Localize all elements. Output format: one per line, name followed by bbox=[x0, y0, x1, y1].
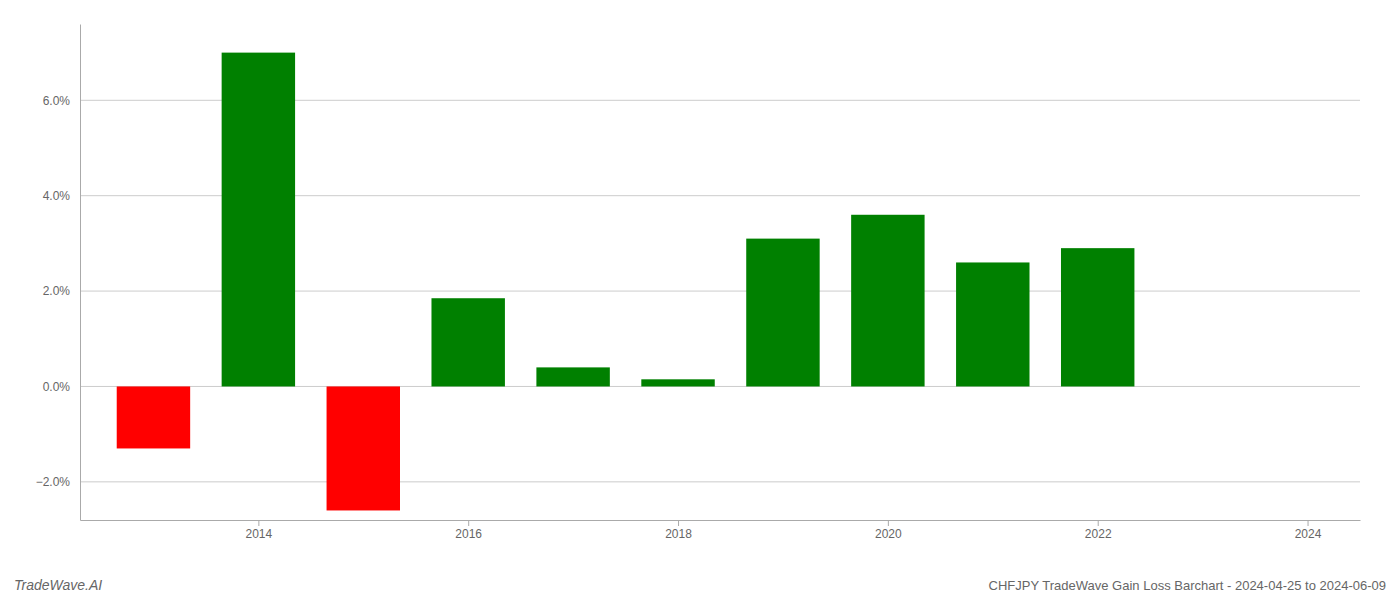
x-tick-label: 2016 bbox=[455, 527, 482, 541]
x-axis-line bbox=[81, 520, 1361, 521]
y-tick: −2.0% bbox=[36, 475, 80, 489]
bar bbox=[536, 367, 609, 386]
x-tick-mark bbox=[468, 520, 469, 526]
y-tick: 0.0% bbox=[43, 380, 80, 394]
y-tick-label: 0.0% bbox=[43, 380, 71, 394]
y-axis-line bbox=[80, 25, 81, 521]
bar bbox=[746, 239, 819, 387]
grid-line bbox=[80, 481, 1360, 482]
bar bbox=[117, 386, 190, 448]
bar bbox=[222, 53, 295, 387]
x-tick-label: 2018 bbox=[665, 527, 692, 541]
x-tick-mark bbox=[888, 520, 889, 526]
y-tick: 4.0% bbox=[43, 189, 80, 203]
y-axis: −2.0% 0.0% 2.0% 4.0% 6.0% bbox=[36, 25, 81, 521]
x-tick: 2020 bbox=[875, 520, 902, 541]
x-tick: 2016 bbox=[455, 520, 482, 541]
chart: −2.0% 0.0% 2.0% 4.0% 6.0% 2014 2016 2018 2020 202… bbox=[0, 0, 1400, 600]
bar bbox=[1166, 386, 1239, 387]
x-tick-label: 2024 bbox=[1295, 527, 1322, 541]
y-tick: 2.0% bbox=[43, 284, 80, 298]
x-tick-mark bbox=[678, 520, 679, 526]
y-tick-label: −2.0% bbox=[36, 475, 71, 489]
bar bbox=[956, 262, 1029, 386]
bar bbox=[851, 215, 924, 387]
x-tick-label: 2014 bbox=[246, 527, 273, 541]
x-tick-mark bbox=[258, 520, 259, 526]
x-tick-mark bbox=[1098, 520, 1099, 526]
plot: −2.0% 0.0% 2.0% 4.0% 6.0% 2014 2016 2018 2020 202… bbox=[36, 25, 1361, 541]
x-tick: 2024 bbox=[1295, 520, 1322, 541]
x-tick: 2014 bbox=[246, 520, 273, 541]
watermark: TradeWave.AI bbox=[14, 577, 102, 593]
title: CHFJPY TradeWave Gain Loss Barchart - 20… bbox=[989, 578, 1386, 593]
bar bbox=[641, 379, 714, 386]
x-axis: 2014 2016 2018 2020 2022 2024 bbox=[81, 520, 1361, 541]
y-tick-label: 4.0% bbox=[43, 189, 71, 203]
x-tick: 2018 bbox=[665, 520, 692, 541]
x-tick: 2022 bbox=[1085, 520, 1112, 541]
x-tick-label: 2020 bbox=[875, 527, 902, 541]
y-tick-label: 6.0% bbox=[43, 94, 71, 108]
bar bbox=[1061, 248, 1134, 386]
bar bbox=[327, 386, 400, 510]
x-tick-mark bbox=[1308, 520, 1309, 526]
x-tick-label: 2022 bbox=[1085, 527, 1112, 541]
y-tick-label: 2.0% bbox=[43, 284, 71, 298]
bars bbox=[117, 53, 1135, 511]
bar bbox=[431, 298, 504, 386]
y-tick: 6.0% bbox=[43, 94, 80, 108]
